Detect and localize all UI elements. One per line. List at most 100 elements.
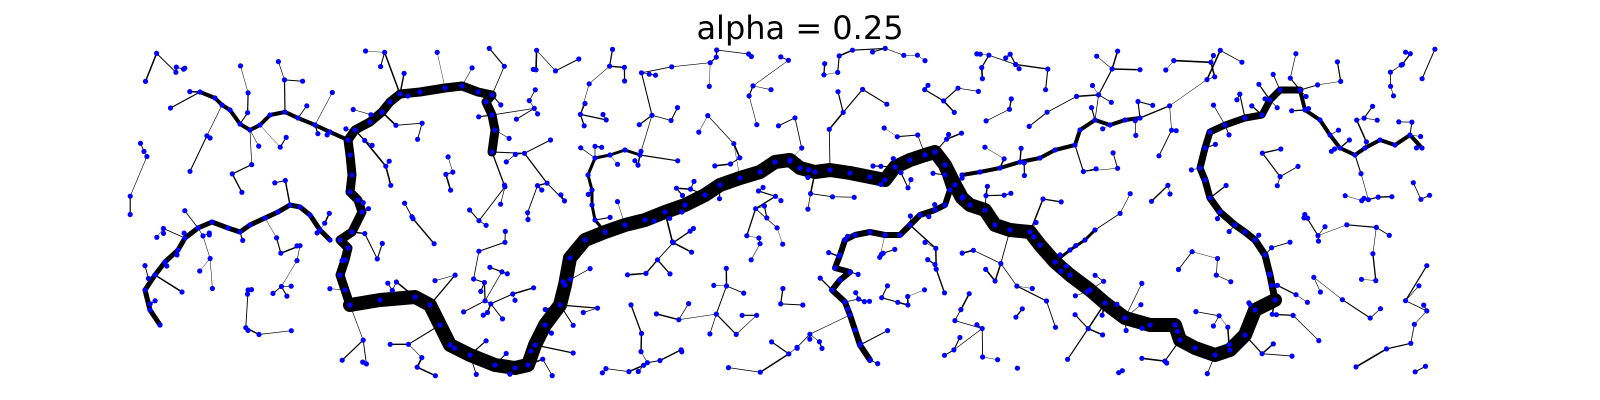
network-node [649,112,655,118]
network-node [638,148,644,154]
trunk-edge-6 [960,116,1142,177]
network-node [1123,327,1129,334]
network-edge [276,237,282,254]
network-edge [752,85,772,90]
network-edge [960,293,970,310]
network-node [885,328,891,334]
network-node [1204,371,1210,377]
network-node [696,129,702,135]
network-node [525,362,531,368]
network-node [892,246,898,252]
network-node [501,63,507,69]
network-edge [1112,68,1141,71]
network-node [448,187,454,193]
network-node [842,299,848,305]
network-node [1316,338,1322,344]
network-node [856,296,862,302]
network-node [173,64,179,70]
network-node [1293,292,1299,298]
network-edge [341,339,364,361]
network-node [1110,150,1116,156]
network-node [1117,210,1123,216]
network-node [1167,191,1173,197]
network-node [952,182,958,188]
network-node [908,177,914,183]
network-node [952,318,958,324]
network-edge [163,228,186,239]
network-node [360,359,366,365]
network-node [1099,312,1105,318]
network-node [476,114,482,120]
network-node [1228,279,1234,285]
network-node [1063,263,1069,269]
network-node [585,172,591,178]
network-node [679,209,685,215]
network-edge [542,358,553,376]
network-node [867,174,873,180]
network-node [1289,108,1295,114]
trunk-edge-4 [142,202,333,328]
network-node [805,174,811,180]
network-node [713,311,719,317]
network-node [1100,332,1106,338]
network-node [367,119,373,125]
network-edge [748,95,758,125]
network-node [1305,215,1311,221]
network-node [489,112,495,118]
network-edge [376,243,383,260]
network-node [826,126,832,132]
network-node [1370,251,1376,257]
network-node [607,63,613,69]
network-node [1177,337,1183,343]
network-node [1315,233,1321,239]
network-node [287,202,293,208]
network-edge [909,224,937,249]
network-edge [523,152,548,184]
network-node [247,127,253,133]
network-edge [709,313,717,335]
network-node [979,65,985,71]
network-node [1139,280,1145,286]
network-edge [1355,348,1387,368]
network-node [921,287,928,293]
network-node [1413,145,1420,151]
network-node [585,191,591,197]
network-node [227,107,233,113]
network-node [638,330,645,336]
network-node [959,175,965,181]
network-node [654,257,661,263]
network-node [542,322,548,328]
network-node [197,89,203,95]
network-node [1377,306,1384,312]
network-edge [1336,61,1342,82]
network-node [521,150,528,156]
network-node [415,136,421,142]
network-node [256,331,262,338]
network-edge [1261,152,1281,177]
network-edge [715,285,727,315]
network-edge [608,49,614,67]
network-node [1174,328,1180,334]
network-edge [535,50,538,70]
network-node [355,197,361,203]
network-node [614,199,621,205]
network-node [626,369,632,375]
network-node [609,46,616,53]
network-node [651,218,657,224]
network-edge [984,146,1005,160]
network-node [866,298,873,304]
network-node [1242,332,1248,338]
network-edge [249,129,253,165]
network-edge [259,124,281,148]
network-edge [776,227,783,245]
network-node [1214,255,1221,262]
network-node [1268,282,1274,288]
network-node [852,232,858,238]
network-node [1212,352,1218,358]
network-node [603,117,609,123]
network-node [478,288,484,294]
network-edge [527,185,538,213]
network-node [974,51,980,57]
network-node [1370,103,1376,109]
network-node [447,342,453,348]
